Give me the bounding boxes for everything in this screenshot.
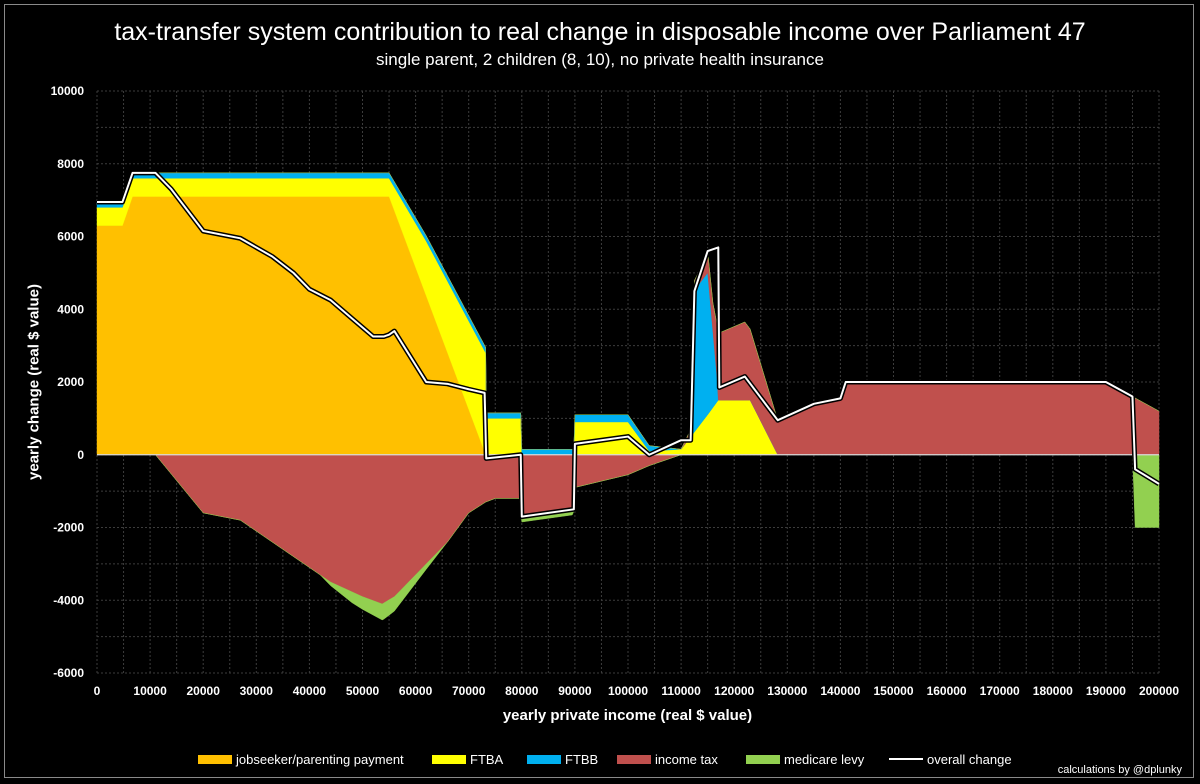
legend-swatch-jobseeker [198, 754, 232, 764]
x-tick-label: 90000 [558, 684, 592, 698]
y-axis-label: yearly change (real $ value) [25, 284, 43, 480]
x-tick-label: 30000 [240, 684, 274, 698]
x-tick-label: 20000 [187, 684, 221, 698]
x-tick-label: 120000 [714, 684, 754, 698]
overall-change-line-group [97, 170, 1161, 520]
y-tick-label: 4000 [57, 302, 84, 316]
x-tick-label: 70000 [452, 684, 486, 698]
x-tick-label: 200000 [1139, 684, 1179, 698]
x-tick-label: 180000 [1033, 684, 1073, 698]
y-tick-label: 2000 [57, 375, 84, 389]
chart-title: tax-transfer system contribution to real… [114, 18, 1086, 46]
y-tick-label: 0 [77, 448, 84, 462]
x-tick-label: 40000 [293, 684, 327, 698]
legend: jobseeker/parenting payment FTBA FTBB in… [0, 750, 1200, 768]
x-tick-label: 140000 [820, 684, 860, 698]
chart-frame [4, 4, 1194, 778]
y-tick-label: -4000 [53, 593, 84, 607]
legend-label-income-tax: income tax [655, 751, 718, 767]
x-tick-label: 170000 [980, 684, 1020, 698]
y-tick-label: -2000 [53, 521, 84, 535]
x-tick-label: 100000 [608, 684, 648, 698]
x-tick-label: 80000 [505, 684, 539, 698]
legend-label-medicare-levy: medicare levy [784, 751, 865, 767]
x-tick-labels: 0 10000 20000 30000 40000 50000 60000 70000 8000… [94, 684, 1180, 698]
legend-label-ftbb: FTBB [565, 751, 599, 767]
x-tick-label: 50000 [346, 684, 380, 698]
x-tick-label: 130000 [767, 684, 807, 698]
legend-item-medicare-levy: medicare levy [746, 750, 864, 768]
x-tick-label: 0 [94, 684, 101, 698]
legend-label-ftba: FTBA [470, 751, 504, 767]
legend-swatch-ftba [432, 754, 466, 764]
x-axis-label: yearly private income (real $ value) [502, 707, 753, 724]
y-tick-label: -6000 [53, 666, 84, 680]
y-tick-label: 10000 [51, 84, 85, 98]
x-tick-label: 60000 [399, 684, 433, 698]
y-tick-label: 6000 [57, 230, 84, 244]
legend-label-jobseeker: jobseeker/parenting payment [236, 751, 404, 767]
x-tick-label: 10000 [133, 684, 167, 698]
legend-swatch-ftbb [527, 754, 561, 764]
legend-item-overall-change: overall change [889, 750, 1012, 768]
legend-item-ftbb: FTBB [527, 750, 598, 768]
x-tick-label: 150000 [873, 684, 913, 698]
area-medicare-levy-negative [97, 454, 1160, 621]
y-tick-labels: 10000 8000 6000 4000 2000 0 -2000 -4000 -6000 [51, 84, 85, 680]
legend-item-jobseeker: jobseeker/parenting payment [198, 750, 404, 768]
y-tick-label: 8000 [57, 157, 84, 171]
chart-subtitle: single parent, 2 children (8, 10), no pr… [376, 50, 824, 69]
overall-change-line [97, 171, 1160, 518]
x-tick-label: 160000 [927, 684, 967, 698]
x-tick-label: 110000 [661, 684, 701, 698]
area-medicare-levy-positive [97, 172, 1160, 450]
x-tick-label: 190000 [1086, 684, 1126, 698]
legend-swatch-overall-change [889, 758, 923, 760]
legend-item-income-tax: income tax [617, 750, 718, 768]
legend-swatch-income-tax [617, 754, 651, 764]
legend-label-overall-change: overall change [927, 751, 1012, 767]
legend-swatch-medicare-levy [746, 754, 780, 764]
legend-item-ftba: FTBA [432, 750, 503, 768]
credit-text: calculations by @dplunky [1057, 764, 1182, 776]
